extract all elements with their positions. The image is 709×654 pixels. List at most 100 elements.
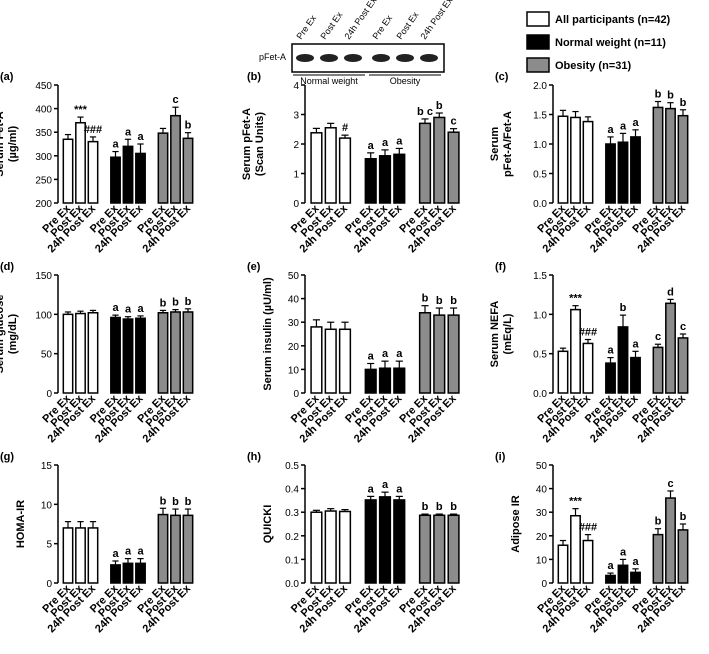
- bar: [433, 116, 446, 204]
- bar: [557, 115, 569, 204]
- panel-label: (g): [0, 451, 14, 463]
- y-axis-label: Serum pFet-A: [241, 108, 253, 180]
- significance-label: ###: [579, 522, 597, 534]
- blot-group-label: Obesity: [390, 76, 421, 86]
- bar: [310, 132, 323, 204]
- bar: [182, 137, 194, 204]
- significance-label: ###: [84, 124, 102, 136]
- significance-label: b: [185, 296, 192, 308]
- significance-label: a: [396, 348, 403, 360]
- significance-label: a: [368, 140, 375, 152]
- bar: [62, 527, 74, 584]
- significance-label: a: [137, 546, 144, 558]
- bar: [418, 514, 432, 584]
- bar: [378, 155, 392, 204]
- significance-label: ***: [74, 104, 88, 116]
- panel-label: (d): [0, 261, 14, 273]
- y-tick-label: 40: [536, 485, 548, 496]
- significance-label: a: [396, 135, 403, 147]
- bar: [87, 312, 99, 394]
- significance-label: a: [632, 117, 639, 129]
- significance-label: a: [382, 348, 389, 360]
- y-tick-label: 0: [293, 389, 299, 400]
- significance-label: c: [172, 94, 178, 106]
- bar: [605, 362, 616, 394]
- legend-swatch: [526, 34, 550, 50]
- significance-label: b: [450, 295, 457, 307]
- y-tick-label: 0.5: [285, 461, 299, 472]
- bar: [677, 114, 689, 204]
- y-tick-label: 100: [35, 310, 52, 321]
- blot-lane-label: Post Ex: [394, 10, 420, 42]
- bar: [582, 342, 594, 394]
- blot-lane-label: Pre Ex: [294, 13, 318, 41]
- significance-label: a: [620, 546, 627, 558]
- legend-label: All participants (n=42): [555, 14, 671, 26]
- significance-label: a: [607, 345, 614, 357]
- significance-label: c: [655, 331, 661, 343]
- panel-label: (b): [247, 71, 261, 83]
- y-tick-label: 1.5: [533, 111, 547, 122]
- bar: [677, 337, 689, 394]
- y-axis-label: (mg/dL): [7, 314, 19, 355]
- bar: [570, 116, 581, 204]
- significance-label: c: [667, 478, 673, 490]
- significance-label: b: [160, 495, 167, 507]
- significance-label: a: [607, 560, 614, 572]
- bar: [433, 514, 446, 584]
- significance-label: b: [450, 501, 457, 513]
- y-tick-label: 20: [288, 342, 300, 353]
- bar: [310, 326, 323, 394]
- bar: [364, 368, 377, 394]
- y-tick-label: 1: [293, 170, 299, 181]
- bar: [75, 122, 86, 204]
- y-axis-label: Adipose IR: [510, 495, 522, 553]
- bar: [418, 312, 432, 394]
- bar: [135, 152, 146, 204]
- bar: [630, 136, 641, 204]
- significance-label: a: [382, 479, 389, 491]
- blot-lane-label: 24h Post Ex: [418, 0, 454, 41]
- y-tick-label: 1.0: [533, 310, 547, 321]
- bar: [418, 122, 432, 204]
- y-tick-label: 50: [41, 350, 53, 361]
- significance-label: ***: [569, 293, 583, 305]
- y-tick-label: 0.0: [285, 579, 299, 590]
- significance-label: c: [680, 321, 686, 333]
- bar: [665, 302, 676, 394]
- panel-label: (e): [247, 261, 261, 273]
- legend-swatch: [526, 57, 550, 73]
- bar: [62, 313, 74, 394]
- bar: [324, 510, 337, 584]
- bar: [157, 312, 169, 394]
- significance-label: b: [172, 297, 179, 309]
- significance-label: b: [680, 97, 687, 109]
- bar: [182, 514, 194, 584]
- significance-label: b: [620, 302, 627, 314]
- significance-label: b: [160, 297, 167, 309]
- significance-label: a: [125, 546, 132, 558]
- bar: [582, 120, 594, 204]
- bar: [338, 510, 352, 584]
- bar: [378, 367, 392, 394]
- bar: [677, 529, 689, 584]
- significance-label: b: [436, 501, 443, 513]
- y-tick-label: 5: [46, 540, 52, 551]
- y-axis-label: Serum Fet-A: [0, 111, 6, 176]
- bar: [157, 132, 169, 204]
- bar: [110, 564, 121, 584]
- bar: [665, 497, 676, 584]
- bar: [393, 367, 406, 394]
- bar: [122, 145, 134, 204]
- bar: [324, 127, 337, 204]
- bar: [75, 312, 86, 394]
- panel-label: (i): [495, 451, 506, 463]
- blot-lane-label: Pre Ex: [370, 13, 394, 41]
- y-tick-label: 2.0: [533, 81, 547, 92]
- panel-label: (c): [495, 71, 509, 83]
- bar: [447, 131, 460, 204]
- significance-label: b: [436, 295, 443, 307]
- bar: [605, 143, 616, 204]
- y-tick-label: 0: [46, 579, 52, 590]
